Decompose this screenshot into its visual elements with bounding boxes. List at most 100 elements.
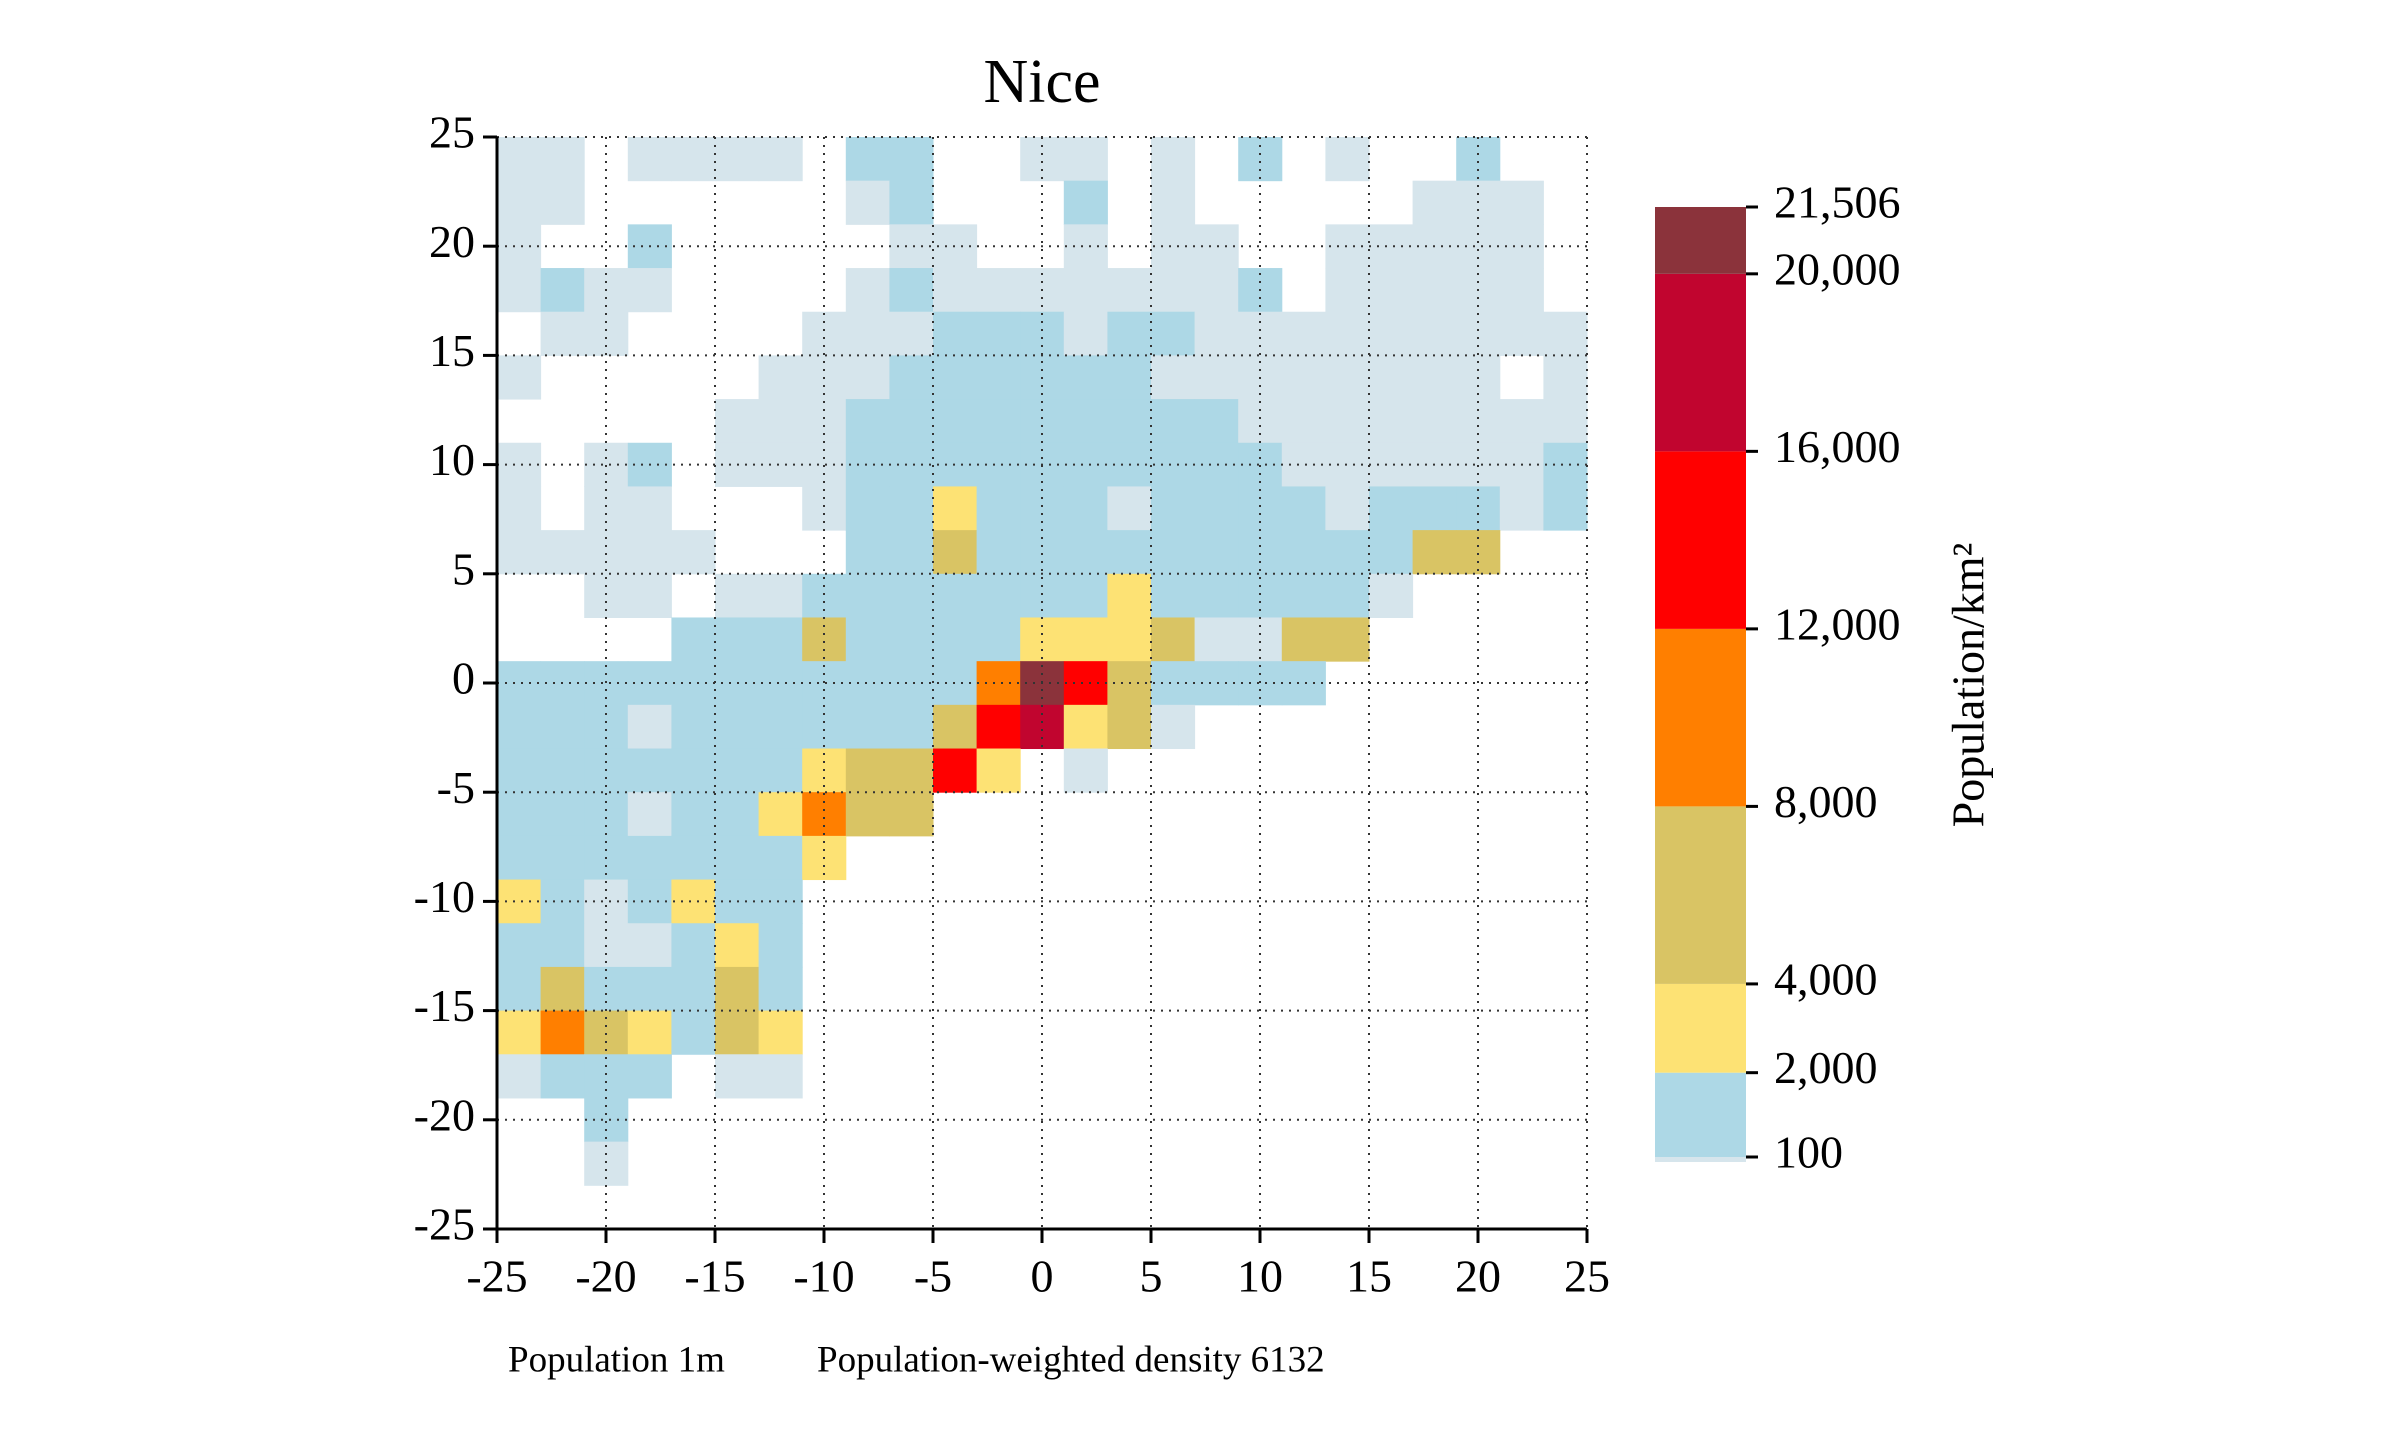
heat-cell <box>1281 486 1326 531</box>
heat-cell <box>1456 530 1501 575</box>
heat-cell <box>497 442 542 487</box>
heat-cell <box>497 966 542 1012</box>
heat-cell <box>1325 530 1370 575</box>
heat-cell <box>889 792 934 837</box>
heat-cell <box>1412 530 1457 575</box>
heat-cell <box>1456 224 1501 269</box>
heat-cell <box>1194 399 1239 444</box>
heat-cell <box>715 966 760 1012</box>
heat-cell <box>976 399 1021 444</box>
heat-cell <box>671 704 716 750</box>
heat-cell <box>584 879 629 924</box>
colorbar-band <box>1655 806 1746 984</box>
heat-cell <box>497 268 542 313</box>
heat-cell <box>1369 311 1414 356</box>
heat-cell <box>1238 311 1283 356</box>
heat-cell <box>976 617 1021 662</box>
heat-cell <box>1499 486 1544 531</box>
heat-cell <box>1194 268 1239 313</box>
heat-cell <box>758 137 803 182</box>
heat-cell <box>540 1054 585 1099</box>
heat-cell <box>1543 442 1588 487</box>
heat-cell <box>976 573 1021 618</box>
heat-cell <box>1412 399 1457 444</box>
heat-cell <box>1325 486 1370 531</box>
y-tick-label: 0 <box>452 653 475 704</box>
heat-cell <box>1238 617 1283 662</box>
heat-cell <box>584 966 629 1012</box>
colorbar-band <box>1655 451 1746 629</box>
heat-cell <box>1020 617 1065 662</box>
heat-cell <box>976 311 1021 356</box>
heat-cell <box>540 311 585 356</box>
heat-cell <box>627 704 672 750</box>
heat-cell <box>627 748 672 793</box>
heat-cell <box>1281 661 1326 706</box>
heat-cell <box>1107 704 1152 750</box>
x-tick-label: 25 <box>1564 1251 1610 1302</box>
heat-cell <box>758 442 803 487</box>
x-tick-label: 20 <box>1455 1251 1501 1302</box>
heat-cell <box>1151 399 1196 444</box>
heat-cell <box>1369 399 1414 444</box>
heat-cell <box>1107 617 1152 662</box>
heat-cell <box>715 923 760 968</box>
heat-cell <box>584 704 629 750</box>
heat-cell <box>1543 311 1588 356</box>
heat-cell <box>1499 268 1544 313</box>
heat-cell <box>933 530 978 575</box>
heat-cell <box>1020 704 1065 750</box>
heat-cell <box>497 661 542 706</box>
heat-cell <box>627 1054 672 1099</box>
heat-cell <box>584 792 629 837</box>
heat-cell <box>976 355 1021 400</box>
heat-cell <box>802 617 847 662</box>
heat-cell <box>1151 486 1196 531</box>
x-tick-label: 10 <box>1237 1251 1283 1302</box>
heat-cell <box>845 661 890 706</box>
heat-cell <box>540 835 585 881</box>
heat-cell <box>1151 573 1196 618</box>
heat-cell <box>1194 530 1239 575</box>
heat-cell <box>845 704 890 750</box>
heat-cell <box>1325 137 1370 182</box>
colorbar-band <box>1655 273 1746 452</box>
heat-cell <box>889 224 934 269</box>
heat-cell <box>845 311 890 356</box>
heat-cell <box>497 355 542 400</box>
heat-cell <box>758 923 803 968</box>
heat-cell <box>845 748 890 793</box>
heat-cell <box>540 268 585 313</box>
heat-cell <box>540 748 585 793</box>
heat-cell <box>497 137 542 182</box>
heat-cell <box>1238 573 1283 618</box>
y-tick-label: 5 <box>452 543 475 594</box>
heat-cell <box>627 486 672 531</box>
heat-cell <box>933 268 978 313</box>
heat-cell <box>845 137 890 182</box>
heat-cell <box>540 792 585 837</box>
heat-cell <box>1325 355 1370 400</box>
heat-cell <box>845 617 890 662</box>
heat-cell <box>584 1054 629 1099</box>
colorbar-tick-label: 21,506 <box>1774 177 1901 228</box>
heat-cell <box>758 879 803 924</box>
heat-cell <box>627 1010 672 1055</box>
x-tick-label: 15 <box>1346 1251 1392 1302</box>
heat-cell <box>1369 224 1414 269</box>
heat-cell <box>1499 180 1544 225</box>
heat-cell <box>1369 530 1414 575</box>
heat-cell <box>933 573 978 618</box>
colorbar-tick-label: 12,000 <box>1774 598 1901 649</box>
heat-cell <box>627 268 672 313</box>
heat-cell <box>1063 399 1108 444</box>
heat-cell <box>715 617 760 662</box>
y-tick-label: -25 <box>414 1199 475 1250</box>
heat-cell <box>1151 617 1196 662</box>
heat-cell <box>1194 617 1239 662</box>
heat-cell <box>1063 180 1108 225</box>
heat-cell <box>1369 486 1414 531</box>
heat-cell <box>497 486 542 531</box>
heat-cell <box>1107 311 1152 356</box>
heat-cell <box>1151 355 1196 400</box>
